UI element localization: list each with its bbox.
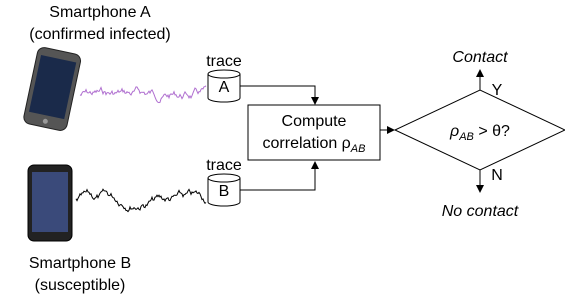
compute-text: correlation ρ	[263, 135, 351, 152]
trace-label: trace	[206, 53, 242, 70]
compute-sub: AB	[350, 143, 366, 155]
yes-label: Y	[492, 82, 503, 99]
phone-b-name: Smartphone B	[29, 255, 131, 272]
no-outcome: No contact	[442, 203, 519, 220]
compute-line1: Compute	[282, 113, 347, 130]
signal-a	[80, 86, 206, 103]
phone-b	[28, 165, 72, 241]
phone-a	[23, 46, 82, 131]
trace-label: trace	[206, 157, 242, 174]
decision-sub: AB	[458, 131, 474, 143]
trace-id: B	[219, 183, 230, 200]
decision-symbol: ρ	[449, 123, 459, 140]
arrow	[240, 86, 315, 104]
no-label: N	[491, 167, 503, 184]
trace-id: A	[219, 79, 230, 96]
arrow	[240, 162, 315, 190]
decision-rest: > θ?	[474, 123, 510, 140]
phone-a-name: Smartphone A	[49, 4, 151, 21]
phone-a-status: (confirmed infected)	[29, 26, 170, 43]
signal-b	[76, 189, 206, 211]
diagram: Smartphone A (confirmed infected) Smartp…	[0, 0, 565, 295]
yes-outcome: Contact	[452, 49, 508, 66]
phone-b-status: (susceptible)	[35, 277, 126, 294]
